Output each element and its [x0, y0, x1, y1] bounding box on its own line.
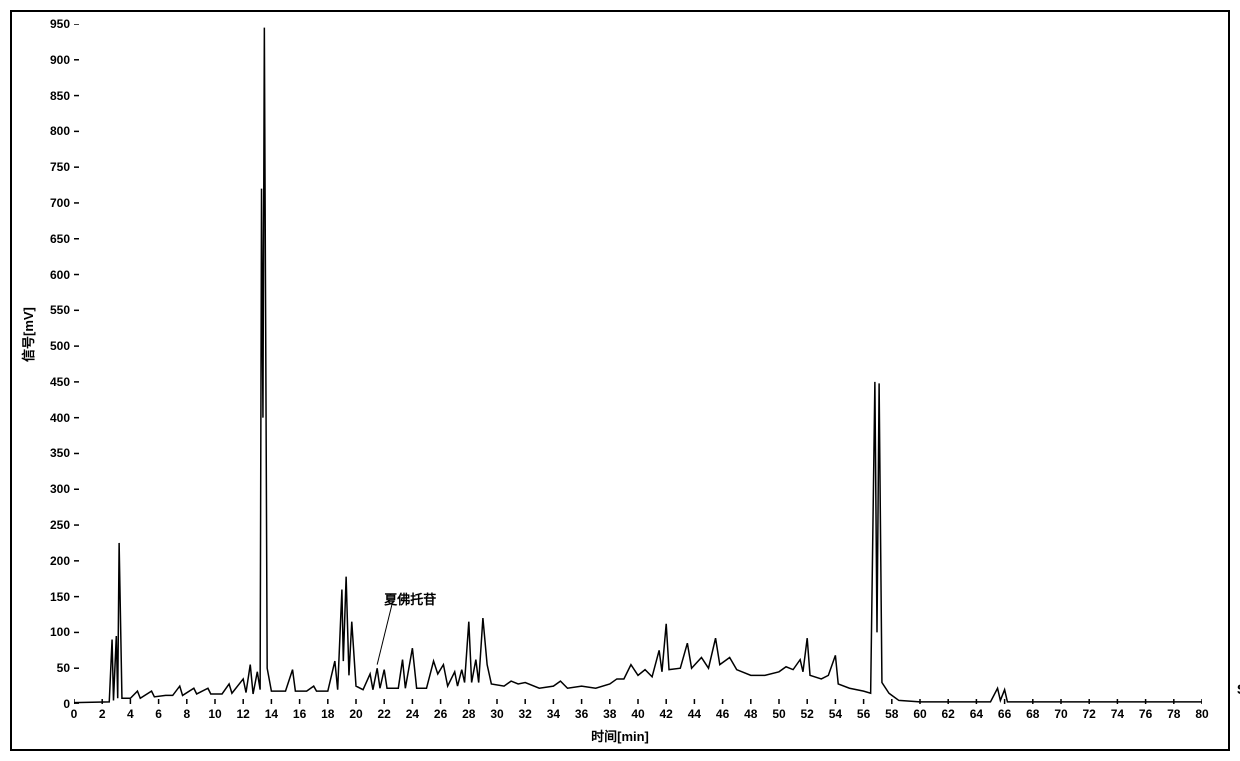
x-tick: 14	[265, 707, 278, 721]
x-tick: 32	[519, 707, 532, 721]
y-tick: 0	[30, 697, 70, 711]
peak-annotation: 夏佛托苷	[384, 589, 436, 608]
x-tick: 48	[744, 707, 757, 721]
x-tick: 80	[1195, 707, 1208, 721]
x-tick: 4	[127, 707, 134, 721]
x-tick: 50	[772, 707, 785, 721]
x-tick: 36	[575, 707, 588, 721]
y-tick: 600	[30, 268, 70, 282]
x-tick: 10	[208, 707, 221, 721]
y-tick: 50	[30, 661, 70, 675]
x-tick: 64	[970, 707, 983, 721]
chromatogram-chart: 信号[mV] 时间[min] S1 0501001502002503003504…	[10, 10, 1230, 751]
plot-area	[74, 24, 1202, 704]
x-tick: 68	[1026, 707, 1039, 721]
y-tick: 750	[30, 160, 70, 174]
x-tick: 8	[183, 707, 190, 721]
y-tick: 250	[30, 518, 70, 532]
x-tick: 52	[801, 707, 814, 721]
x-tick: 70	[1054, 707, 1067, 721]
x-tick: 72	[1083, 707, 1096, 721]
x-tick: 56	[857, 707, 870, 721]
y-tick: 950	[30, 17, 70, 31]
x-tick: 22	[378, 707, 391, 721]
y-tick: 400	[30, 411, 70, 425]
x-tick: 20	[349, 707, 362, 721]
y-tick: 900	[30, 53, 70, 67]
x-tick: 62	[942, 707, 955, 721]
x-tick: 18	[321, 707, 334, 721]
x-tick: 74	[1111, 707, 1124, 721]
x-tick: 26	[434, 707, 447, 721]
y-tick: 800	[30, 124, 70, 138]
x-tick: 38	[603, 707, 616, 721]
y-tick: 300	[30, 482, 70, 496]
x-axis-label: 时间[min]	[591, 726, 649, 745]
chromatogram-svg	[74, 24, 1202, 704]
x-tick: 34	[547, 707, 560, 721]
x-tick: 24	[406, 707, 419, 721]
y-tick: 200	[30, 554, 70, 568]
y-tick: 450	[30, 375, 70, 389]
y-tick: 150	[30, 590, 70, 604]
y-tick: 700	[30, 196, 70, 210]
y-tick: 550	[30, 303, 70, 317]
x-tick: 60	[913, 707, 926, 721]
x-tick: 0	[71, 707, 78, 721]
x-tick: 78	[1167, 707, 1180, 721]
y-tick: 350	[30, 446, 70, 460]
x-tick: 40	[631, 707, 644, 721]
x-tick: 6	[155, 707, 162, 721]
x-tick: 76	[1139, 707, 1152, 721]
x-tick: 58	[885, 707, 898, 721]
y-tick: 100	[30, 625, 70, 639]
x-tick: 46	[716, 707, 729, 721]
x-tick: 42	[660, 707, 673, 721]
x-tick: 54	[829, 707, 842, 721]
y-tick: 650	[30, 232, 70, 246]
x-tick: 28	[462, 707, 475, 721]
x-tick: 30	[490, 707, 503, 721]
x-tick: 16	[293, 707, 306, 721]
y-tick: 850	[30, 89, 70, 103]
y-tick: 500	[30, 339, 70, 353]
x-tick: 66	[998, 707, 1011, 721]
x-tick: 12	[237, 707, 250, 721]
x-tick: 44	[688, 707, 701, 721]
x-tick: 2	[99, 707, 106, 721]
